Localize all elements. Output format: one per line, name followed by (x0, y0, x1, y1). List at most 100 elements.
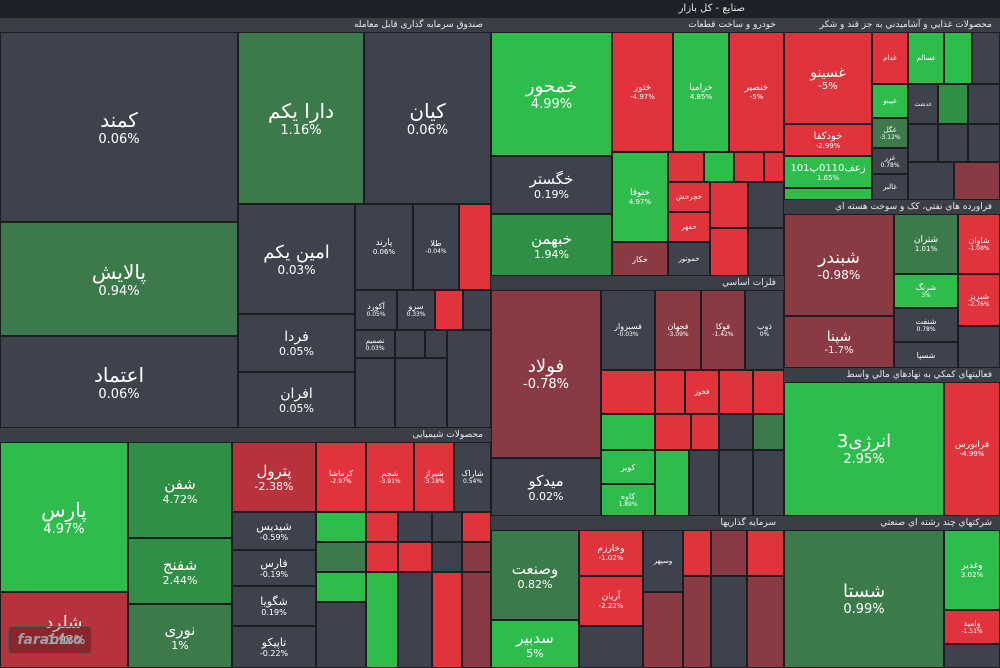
tile-shiraz[interactable]: شیراز -3.18% (414, 442, 454, 512)
tile-metal-small-8[interactable] (719, 414, 753, 450)
tile-kian[interactable]: کیان 0.06% (364, 32, 491, 204)
tile-dara[interactable]: دارا یکم 1.16% (238, 32, 364, 204)
tile-food-small-9[interactable] (908, 162, 954, 200)
tile-food-small-7[interactable] (938, 124, 968, 162)
tile-chem-small-13[interactable] (366, 572, 398, 668)
tile-vakharazm[interactable]: وخارزم -1.02% (579, 530, 643, 576)
tile-ghasino[interactable]: غسینو -5% (784, 32, 872, 124)
tile-kamand[interactable]: کمند 0.06% (0, 32, 238, 222)
tile-invest-small-7[interactable] (711, 576, 747, 668)
sector-auto[interactable]: خودرو و ساخت قطعات خمحور 4.99% خگستر 0.1… (491, 18, 784, 276)
tile-fars[interactable]: فارس -0.19% (232, 550, 316, 586)
tile-foka[interactable]: فوکا -1.42% (701, 290, 745, 370)
tile-ghsalam[interactable]: غسالم (908, 32, 944, 84)
tile-pars[interactable]: پارس 4.97% (0, 442, 128, 592)
tile-amin[interactable]: امین یکم 0.03% (238, 204, 355, 314)
tile-shrang[interactable]: شرنگ 3% (894, 274, 958, 308)
tile-chem-small-10[interactable] (398, 542, 432, 572)
tile-vaghadir[interactable]: وغدیر 3.02% (944, 530, 1000, 610)
tile-fund-small-4[interactable] (395, 330, 425, 358)
tile-tasmim[interactable]: تصمیم 0.03% (355, 330, 395, 358)
tile-chem-small-16[interactable] (462, 572, 491, 668)
tile-ghgol[interactable]: غگل -3.12% (872, 118, 908, 148)
tile-food-small-4[interactable] (938, 84, 968, 124)
tile-metal-small-6[interactable] (655, 414, 691, 450)
sector-food[interactable]: محصولات غذایي و آشاميدني به جز قند و شکر… (784, 18, 1000, 200)
tile-invest-small-2[interactable] (643, 592, 683, 668)
sector-metal[interactable]: فلزات اساسي فولاد -0.78% میدکو 0.02% فسب… (491, 276, 784, 516)
tile-shapna[interactable]: شپنا -1.7% (784, 316, 894, 368)
tile-metal-small-12[interactable] (719, 450, 753, 516)
tile-shfnj[interactable]: شفنج 2.44% (128, 538, 232, 604)
tile-metal-small-10[interactable] (655, 450, 689, 516)
tile-khmehr[interactable]: خمهر (668, 212, 710, 242)
tile-invest-small-4[interactable] (711, 530, 747, 576)
tile-vesepeh[interactable]: وسپهر (643, 530, 683, 592)
tile-khakar[interactable]: خکار (612, 242, 668, 276)
tile-khbahman[interactable]: خبهمن 1.94% (491, 214, 612, 276)
tile-chem-small-12[interactable] (462, 542, 491, 572)
tile-shabandar[interactable]: شبندر -0.98% (784, 214, 894, 316)
tile-khodkafa[interactable]: خودکفا -2.99% (784, 124, 872, 156)
tile-petrol[interactable]: پترول -2.38% (232, 442, 316, 512)
tile-afran[interactable]: افران 0.05% (238, 372, 355, 428)
tile-shavan[interactable]: شاوان -1.08% (958, 214, 1000, 274)
tile-metal-small-1[interactable] (601, 370, 655, 414)
tile-chem-small-1[interactable] (316, 512, 366, 542)
tile-pallaysh[interactable]: پالايش 0.94% (0, 222, 238, 336)
tile-khechar[interactable]: خچرخش (668, 182, 710, 212)
tile-auto-small-4[interactable] (764, 152, 784, 182)
sector-support[interactable]: فعاليتهاي كمكي به نهادهاي مالي واسط انرژ… (784, 368, 1000, 516)
tile-shabriz[interactable]: شبریز -2.76% (958, 274, 1000, 326)
tile-auto-small-3[interactable] (734, 152, 764, 182)
tile-tapiko[interactable]: تاپیکو -0.22% (232, 626, 316, 668)
tile-kermasha[interactable]: کرماشا -2.97% (316, 442, 366, 512)
tile-khetor[interactable]: ختور -4.97% (612, 32, 673, 152)
tile-shatran[interactable]: شتران 1.01% (894, 214, 958, 274)
tile-chem-small-5[interactable] (462, 512, 491, 542)
tile-chem-small-7[interactable] (316, 572, 366, 602)
tile-ghadam[interactable]: غدام (872, 32, 908, 84)
tile-ghdasht[interactable]: غدشت (908, 84, 938, 124)
tile-invest-small-3[interactable] (683, 530, 711, 576)
tile-chem-small-14[interactable] (398, 572, 432, 668)
tile-chem-small-6[interactable] (316, 542, 366, 572)
tile-zob[interactable]: ذوب 0% (745, 290, 784, 370)
tile-metal-small-4[interactable] (753, 370, 784, 414)
tile-auto-small-6[interactable] (748, 182, 784, 228)
tile-khazamia[interactable]: خزامیا 4.85% (673, 32, 729, 152)
tile-shfn[interactable]: شفن 4.72% (128, 442, 232, 538)
tile-chem-small-15[interactable] (432, 572, 462, 668)
sector-chem[interactable]: محصولات شیمیایی پارس 4.97% شلرد -1.93% ش… (0, 428, 491, 668)
tile-sharak[interactable]: شاراک 0.54% (454, 442, 491, 512)
sector-invest[interactable]: سرمايه گذاريها وصنعت 0.82% سدبیر 5% وخار… (491, 516, 784, 668)
tile-metal-small-13[interactable] (753, 450, 784, 516)
tile-shanft[interactable]: شنفت 0.78% (894, 308, 958, 342)
tile-food-small-5[interactable] (968, 84, 1000, 124)
tile-farabors[interactable]: فرابورس -4.99% (944, 382, 1000, 516)
tile-fasazvar[interactable]: فسبزوار -0.03% (601, 290, 655, 370)
tile-chem-small-8[interactable] (316, 602, 366, 668)
sector-fund[interactable]: صندوق سرمایه گذاری قابل معامله کمند 0.06… (0, 18, 491, 428)
tile-khtoga[interactable]: ختوقا 4.97% (612, 152, 668, 242)
tile-food-small-8[interactable] (968, 124, 1000, 162)
tile-food-small-6[interactable] (908, 124, 938, 162)
tile-vamid[interactable]: وامید -1.51% (944, 610, 1000, 644)
tile-shasta[interactable]: شستا 0.99% (784, 530, 944, 668)
tile-multi-small-1[interactable] (944, 644, 1000, 668)
tile-invest-small-8[interactable] (747, 576, 784, 668)
tile-vesanat[interactable]: وصنعت 0.82% (491, 530, 579, 620)
tile-fund-small-1[interactable] (459, 204, 491, 290)
tile-metal-small-9[interactable] (753, 414, 784, 450)
tile-akord[interactable]: آکورد 0.05% (355, 290, 397, 330)
tile-fund-small-2[interactable] (435, 290, 463, 330)
tile-fund-small-7[interactable] (355, 358, 395, 428)
tile-invest-small-5[interactable] (747, 530, 784, 576)
tile-food-small-10[interactable] (954, 162, 1000, 200)
tile-khamoto[interactable]: خموتور (668, 242, 710, 276)
tile-fund-small-3[interactable] (463, 290, 491, 330)
tile-midco[interactable]: میدکو 0.02% (491, 458, 601, 516)
tile-food-small-1[interactable] (784, 188, 872, 200)
tile-metal-small-3[interactable] (719, 370, 753, 414)
tile-auto-small-5[interactable] (710, 182, 748, 228)
